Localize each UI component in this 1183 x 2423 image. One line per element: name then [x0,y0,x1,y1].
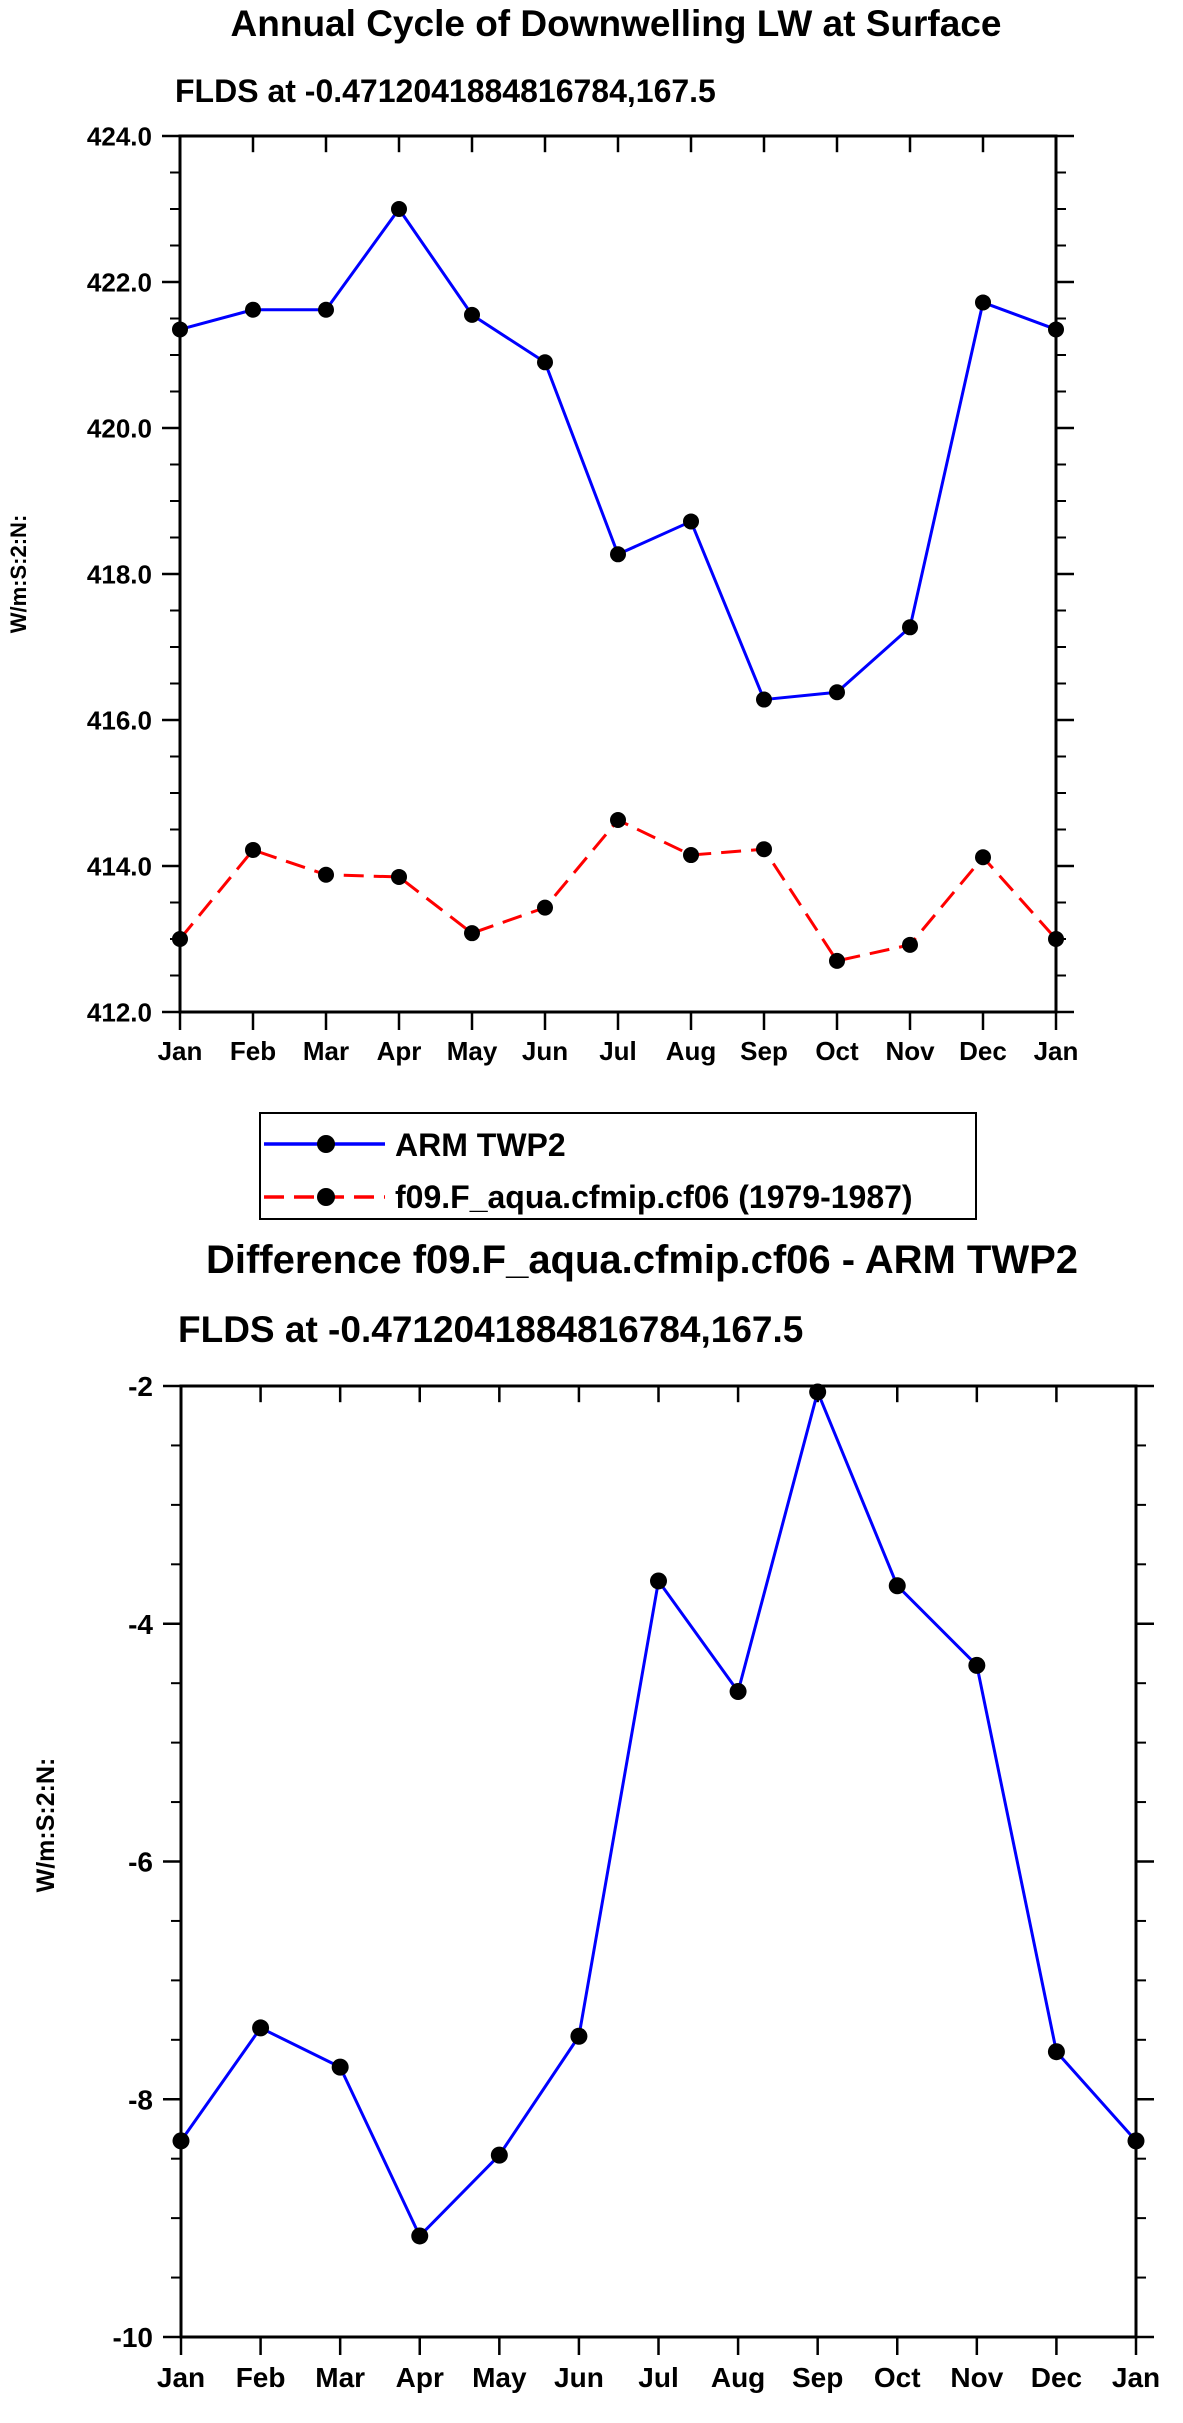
data-point-arm-twp2 [975,294,991,311]
chart-1-title: Annual Cycle of Downwelling LW at Surfac… [231,3,1002,44]
data-point-difference [809,1383,827,1401]
chart-1-x-tick-label: Oct [815,1036,859,1066]
data-point-f09-f-aqua-cfmip-cf06-1979-1987 [829,952,845,969]
series-line-f09-f-aqua-cfmip-cf06-1979-1987 [178,818,1058,963]
chart-1-y-tick-label: 412.0 [87,997,152,1027]
legend-label-arm-twp2: ARM TWP2 [395,1127,566,1163]
chart-1-series [172,201,1064,969]
legend-frame [259,1112,977,1220]
chart-2-subtitle: FLDS at -0.4712041884816784,167.5 [178,1309,803,1350]
chart-1-y-axis-label: W/m:S:2:N: [6,515,31,634]
chart-1-ticks [162,134,1074,1030]
data-point-arm-twp2 [829,684,845,701]
data-point-f09-f-aqua-cfmip-cf06-1979-1987 [391,868,407,885]
chart-1-x-tick-label: Jun [522,1036,568,1066]
chart-1-y-tick-label: 424.0 [87,121,152,151]
series-line-difference [179,1390,1138,2238]
chart-2-y-axis-label: W/m:S:2:N: [32,1758,60,1893]
chart-2-y-tick-label: -6 [128,1847,153,1878]
chart-2-x-tick-label: Sep [792,2362,843,2393]
chart-2-x-tick-label: Feb [236,2362,286,2393]
chart-2-y-tick-label: -4 [128,1609,153,1640]
chart-2-y-tick-label: -10 [113,2322,153,2353]
chart-1-x-tick-label: May [447,1036,498,1066]
data-point-difference [490,2146,508,2164]
chart-2-x-tick-label: Jan [157,2362,205,2393]
data-point-difference [252,2019,270,2037]
chart-2-x-tick-label: Aug [711,2362,765,2393]
data-point-f09-f-aqua-cfmip-cf06-1979-1987 [610,812,626,829]
data-point-arm-twp2 [318,301,334,318]
chart-1-subtitle: FLDS at -0.4712041884816784,167.5 [175,73,716,109]
chart-2-ticks [163,1384,1154,2355]
data-point-arm-twp2 [391,201,407,217]
chart-2-series [172,1383,1145,2245]
data-point-difference [650,1572,667,1590]
chart-1-x-tick-label: Aug [666,1036,717,1066]
series-line-arm-twp2 [179,207,1057,702]
data-point-f09-f-aqua-cfmip-cf06-1979-1987 [902,936,918,953]
data-point-arm-twp2 [245,301,261,318]
chart-1-x-tick-label: Jan [158,1036,203,1066]
data-point-arm-twp2 [756,691,772,708]
data-point-difference [570,2027,588,2045]
chart-2-x-tick-label: Oct [874,2362,921,2393]
chart-1-y-tick-label: 418.0 [87,559,152,589]
chart-2-plot-frame [179,1384,1138,2339]
data-point-f09-f-aqua-cfmip-cf06-1979-1987 [756,841,772,858]
data-point-f09-f-aqua-cfmip-cf06-1979-1987 [245,841,261,858]
chart-1-x-tick-label: Apr [377,1036,422,1066]
data-point-f09-f-aqua-cfmip-cf06-1979-1987 [537,899,553,916]
chart-2-x-tick-label: Jan [1112,2362,1160,2393]
chart-1-y-tick-label: 416.0 [87,705,152,735]
data-point-difference [331,2058,349,2076]
chart-2-x-tick-label: May [472,2362,527,2393]
data-point-difference [411,2227,429,2245]
data-point-arm-twp2 [464,306,480,323]
chart-1-tick-labels: Jan Feb Mar Apr May Jun Jul Aug Sep Oct Nov Dec Jan4… [87,121,1078,1066]
data-point-f09-f-aqua-cfmip-cf06-1979-1987 [464,925,480,942]
chart-1-x-tick-label: Mar [303,1036,349,1066]
data-point-arm-twp2 [537,354,553,371]
chart-1-plot-frame [178,134,1058,1014]
data-point-f09-f-aqua-cfmip-cf06-1979-1987 [318,866,334,883]
chart-2-tick-labels: Jan Feb Mar Apr May Jun Jul Aug Sep Oct Nov Dec Jan-… [113,1371,1161,2393]
chart-1-x-tick-label: Sep [740,1036,788,1066]
chart-2-title: Difference f09.F_aqua.cfmip.cf06 - ARM T… [206,1238,1078,1282]
data-point-f09-f-aqua-cfmip-cf06-1979-1987 [975,849,991,866]
chart-1: Annual Cycle of Downwelling LW at Surfac… [6,3,1078,1066]
chart-2-x-tick-label: Apr [396,2362,444,2393]
chart-1-y-tick-label: 414.0 [87,851,152,881]
chart-2-x-tick-label: Jun [554,2362,604,2393]
chart-1-x-tick-label: Nov [885,1036,935,1066]
data-point-arm-twp2 [902,619,918,636]
chart-2-x-tick-label: Dec [1031,2362,1082,2393]
data-point-f09-f-aqua-cfmip-cf06-1979-1987 [683,847,699,864]
chart-1-x-tick-label: Feb [230,1036,276,1066]
chart-1-x-tick-label: Dec [959,1036,1007,1066]
chart-1-y-tick-label: 422.0 [87,267,152,297]
chart-1-legend: ARM TWP2 f09.F_aqua.cfmip.cf06 (1979-198… [259,1112,977,1220]
data-point-difference [888,1577,906,1595]
data-point-difference [729,1683,747,1701]
chart-1-y-tick-label: 420.0 [87,413,152,443]
chart-1-x-tick-label: Jan [1034,1036,1079,1066]
chart-2-x-tick-label: Mar [315,2362,365,2393]
data-point-arm-twp2 [683,513,699,530]
chart-1-x-tick-label: Jul [599,1036,637,1066]
legend-marker-f09 [317,1188,335,1206]
chart-2-y-tick-label: -2 [128,1371,153,1402]
data-point-difference [1047,2043,1065,2061]
chart-2-x-tick-label: Nov [950,2362,1003,2393]
legend-label-f09: f09.F_aqua.cfmip.cf06 (1979-1987) [395,1179,913,1215]
chart-2-y-tick-label: -8 [128,2084,153,2115]
chart-2: Difference f09.F_aqua.cfmip.cf06 - ARM T… [32,1238,1160,2393]
data-point-arm-twp2 [610,546,626,563]
legend-marker-arm-twp2 [317,1135,335,1153]
data-point-difference [968,1656,986,1674]
chart-2-x-tick-label: Jul [638,2362,678,2393]
